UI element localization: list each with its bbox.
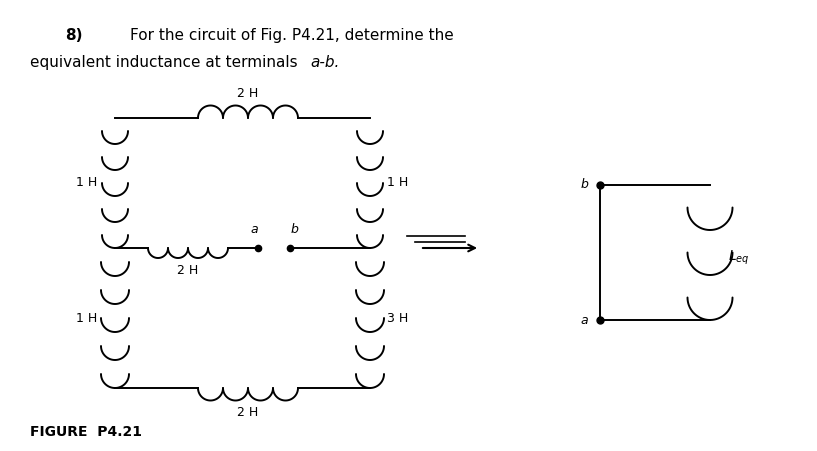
- Text: 3 H: 3 H: [387, 312, 408, 325]
- Text: b: b: [580, 179, 588, 192]
- Text: b: b: [290, 223, 298, 236]
- Text: 2 H: 2 H: [238, 87, 259, 100]
- Text: equivalent inductance at terminals: equivalent inductance at terminals: [30, 55, 302, 70]
- Text: a: a: [580, 313, 588, 327]
- Text: 1 H: 1 H: [76, 312, 97, 325]
- Text: 2 H: 2 H: [177, 264, 199, 277]
- Text: FIGURE  P4.21: FIGURE P4.21: [30, 425, 142, 439]
- Text: For the circuit of Fig. P4.21, determine the: For the circuit of Fig. P4.21, determine…: [130, 28, 453, 43]
- Text: 8): 8): [65, 28, 83, 43]
- Text: 2 H: 2 H: [238, 406, 259, 419]
- Text: a-b.: a-b.: [310, 55, 339, 70]
- Text: a: a: [250, 223, 258, 236]
- Text: 1 H: 1 H: [387, 176, 408, 189]
- Text: 1 H: 1 H: [76, 176, 97, 189]
- Text: $L_{eq}$: $L_{eq}$: [728, 249, 749, 267]
